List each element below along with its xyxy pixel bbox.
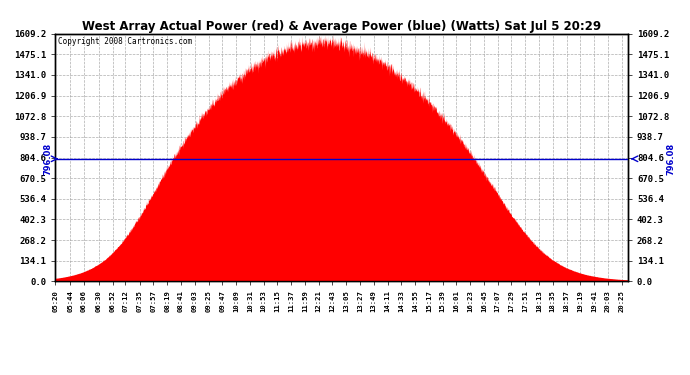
Text: Copyright 2008 Cartronics.com: Copyright 2008 Cartronics.com (58, 38, 193, 46)
Text: 796.08: 796.08 (43, 143, 52, 175)
Text: 796.08: 796.08 (667, 143, 676, 175)
Title: West Array Actual Power (red) & Average Power (blue) (Watts) Sat Jul 5 20:29: West Array Actual Power (red) & Average … (82, 20, 601, 33)
